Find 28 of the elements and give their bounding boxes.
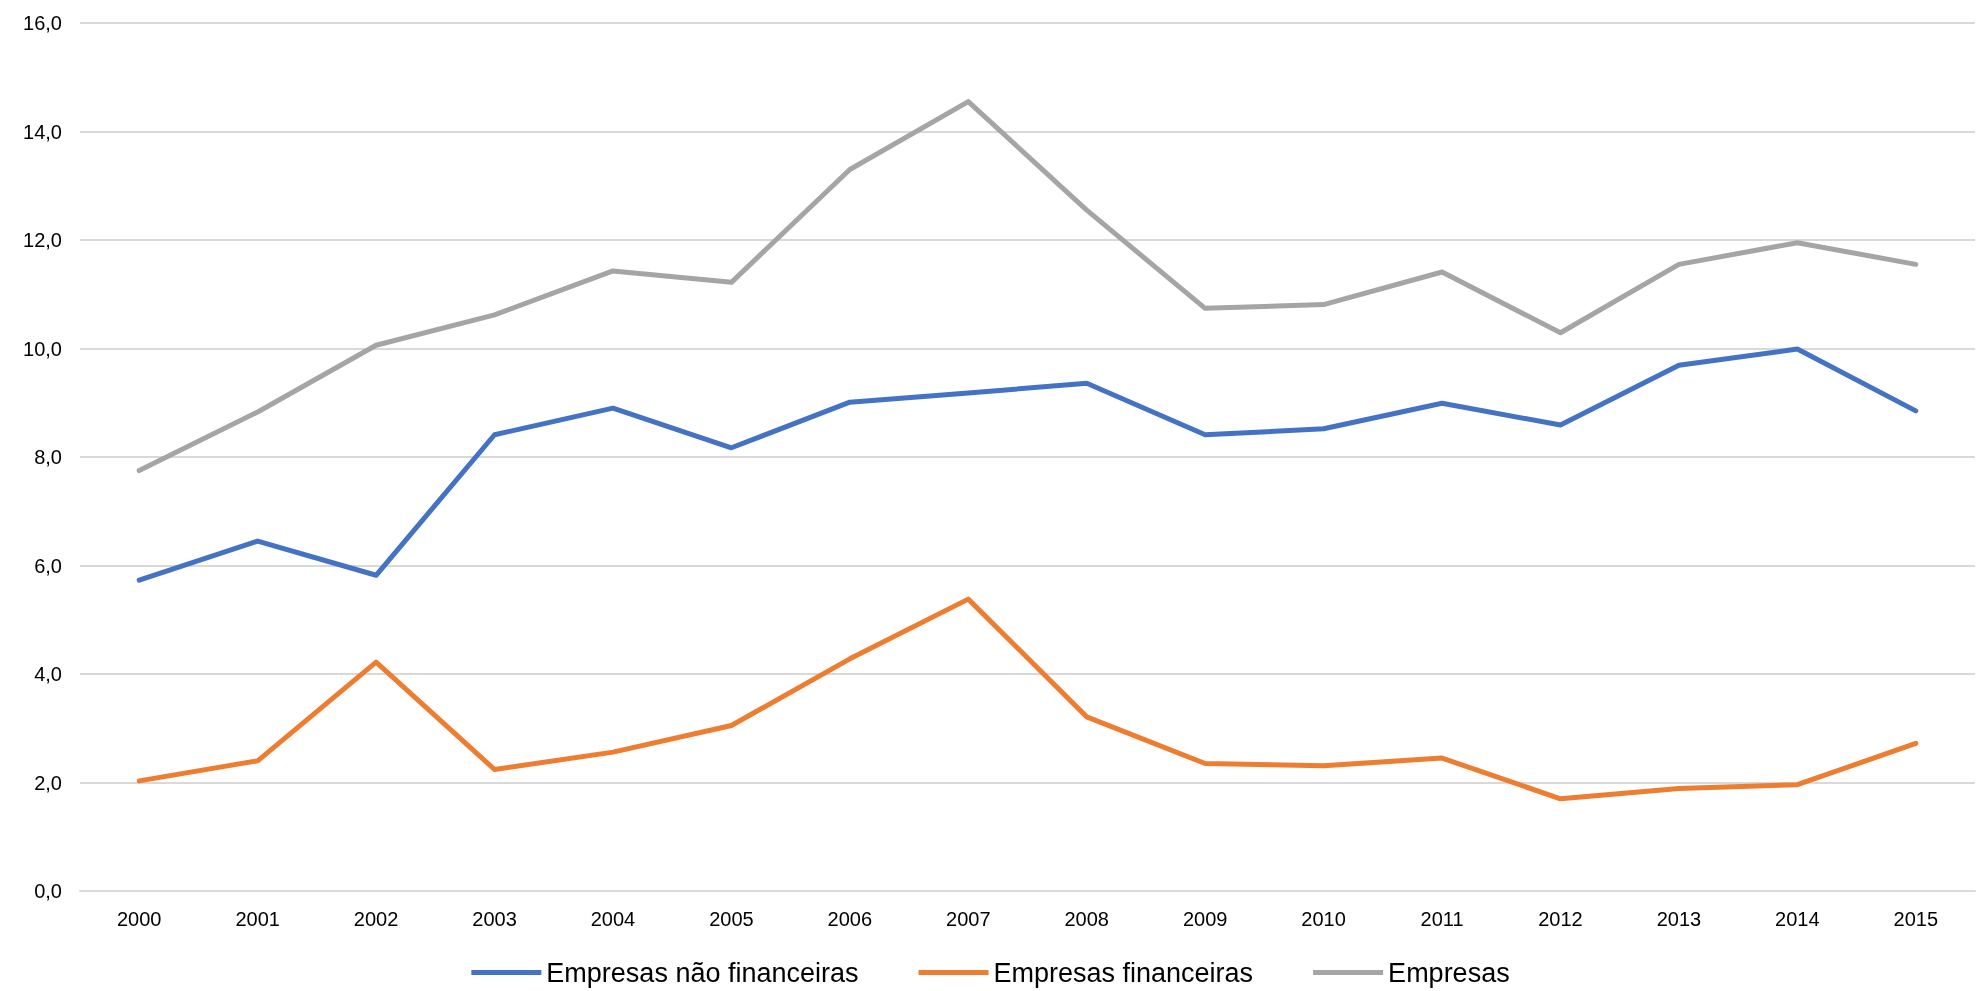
x-tick-label: 2007 [946, 908, 991, 930]
x-tick-label: 2014 [1775, 908, 1820, 930]
y-tick-label: 12,0 [23, 229, 62, 251]
y-tick-label: 0,0 [34, 880, 62, 902]
x-tick-label: 2000 [116, 908, 162, 930]
x-tick-label: 2013 [1656, 908, 1702, 930]
legend-label: Empresas financeiras [993, 957, 1254, 988]
y-tick-label: 16,0 [23, 12, 62, 34]
legend-label: Empresas não financeiras [546, 957, 859, 988]
x-tick-label: 2011 [1420, 908, 1464, 930]
y-tick-label: 10,0 [23, 337, 62, 360]
x-tick-label: 2004 [590, 908, 636, 930]
legend-label: Empresas [1388, 957, 1510, 988]
x-tick-label: 2005 [709, 908, 754, 930]
x-tick-label: 2006 [827, 908, 873, 930]
y-tick-label: 8,0 [34, 446, 62, 468]
x-tick-label: 2009 [1182, 908, 1228, 930]
y-tick-label: 4,0 [34, 663, 62, 685]
x-tick-label: 2003 [472, 908, 517, 930]
y-tick-label: 6,0 [34, 554, 62, 577]
x-tick-label: 2002 [353, 908, 399, 930]
x-tick-label: 2015 [1893, 908, 1939, 930]
y-tick-label: 2,0 [34, 771, 62, 794]
x-tick-label: 2012 [1538, 908, 1583, 930]
x-tick-label: 2010 [1301, 908, 1346, 930]
x-tick-label: 2001 [235, 908, 280, 930]
y-tick-label: 14,0 [23, 120, 62, 143]
x-tick-label: 2008 [1064, 908, 1109, 930]
